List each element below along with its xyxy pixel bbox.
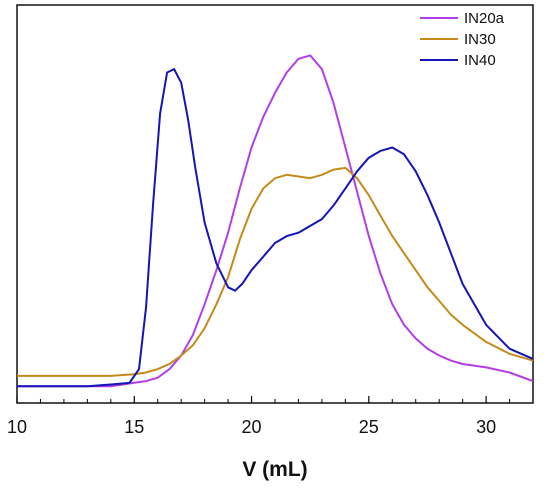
plot-frame (16, 4, 534, 404)
x-tick-label: 10 (7, 417, 27, 437)
series-line-in40 (17, 68, 534, 388)
x-tick-label: 20 (242, 417, 262, 437)
x-tick-label: 25 (359, 417, 379, 437)
series-line-in30 (17, 166, 534, 377)
x-tick-label: 30 (476, 417, 496, 437)
series-layer (17, 54, 534, 388)
x-ticks: 10 15 20 25 30 (7, 396, 511, 437)
legend-label: IN30 (464, 31, 496, 48)
x-tick-label: 15 (124, 417, 144, 437)
legend: IN20a IN30 IN40 (420, 10, 505, 69)
series-line-in20a (17, 54, 534, 388)
legend-label: IN20a (464, 10, 505, 27)
x-axis-title: V (mL) (242, 458, 307, 481)
legend-label: IN40 (464, 52, 496, 69)
